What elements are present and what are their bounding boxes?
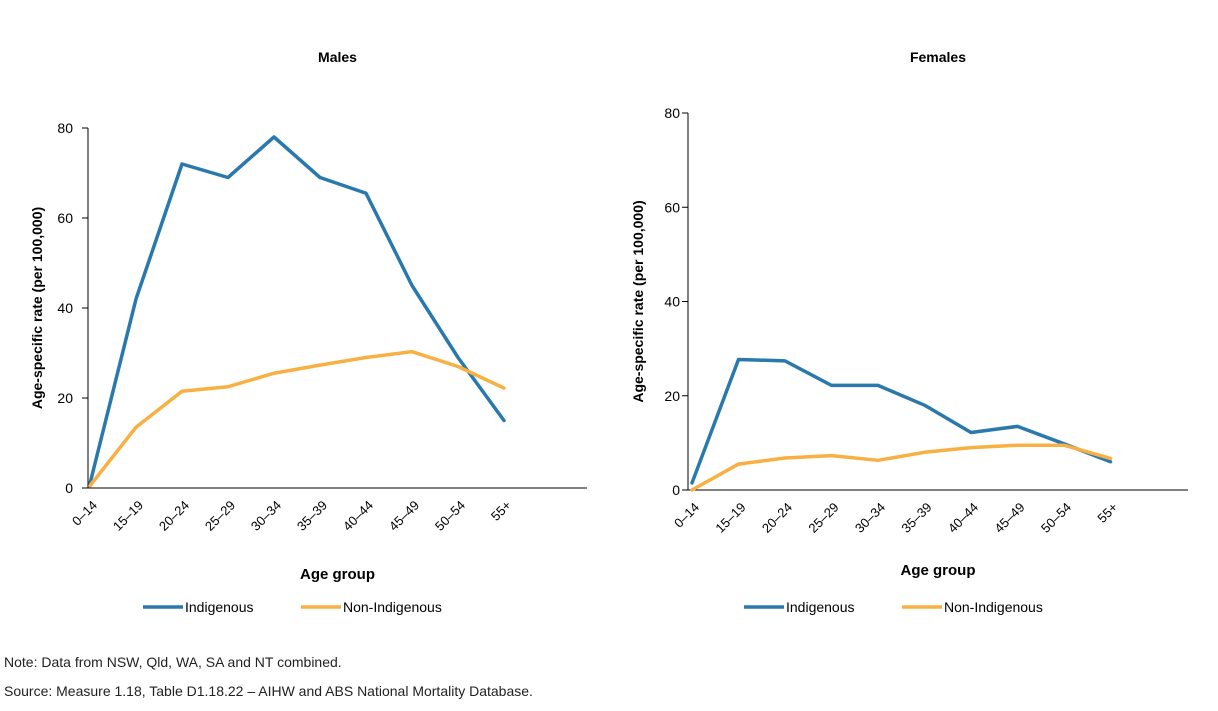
males-x-tick-label: 40–44 <box>340 498 376 534</box>
females-y-tick-label: 20 <box>664 388 680 404</box>
females-y-tick-label: 40 <box>664 294 680 310</box>
males-legend-label-indigenous: Indigenous <box>185 599 254 615</box>
females-non-indigenous-point <box>1109 457 1112 460</box>
males-non-indigenous-line <box>88 349 506 488</box>
females-non-indigenous-point <box>830 454 833 457</box>
females-legend-label-non-indigenous: Non-Indigenous <box>944 599 1043 615</box>
females-legend-label-indigenous: Indigenous <box>786 599 855 615</box>
males-non-indigenous-point <box>88 484 92 487</box>
females-non-indigenous-point <box>969 446 973 449</box>
females-x-tick-label: 55+ <box>1094 500 1120 526</box>
males-x-tick-label: 50–54 <box>432 498 468 534</box>
males-indigenous-line <box>88 135 506 486</box>
females-non-indigenous-line <box>690 443 1113 492</box>
males-x-axis-label: Age group <box>300 566 375 583</box>
males-x-tick-label: 45–49 <box>386 498 422 534</box>
females-indigenous-point <box>969 431 973 434</box>
females-chart-title: Females <box>910 49 966 65</box>
females-indigenous-point <box>830 384 833 387</box>
males-non-indigenous-point <box>318 363 322 367</box>
males-y-axis-label: Age-specific rate (per 100,000) <box>29 207 45 409</box>
males-non-indigenous-point <box>410 350 414 353</box>
females-x-tick-label: 0–14 <box>671 500 702 531</box>
footnote-note: Note: Data from NSW, Qld, WA, SA and NT … <box>4 654 342 670</box>
males-x-tick-label: 55+ <box>488 498 514 524</box>
males-y-tick-label: 20 <box>57 390 73 406</box>
footnote-source: Source: Measure 1.18, Table D1.18.22 – A… <box>4 683 533 699</box>
females-x-tick-label: 20–24 <box>759 500 795 536</box>
females-y-tick-label: 60 <box>664 199 680 215</box>
males-indigenous-point <box>364 192 368 195</box>
figure-canvas: Males 0 20 40 60 80 Age-specific rate (per 100… <box>29 49 1188 615</box>
females-non-indigenous-point <box>737 462 740 466</box>
females-y-axis-label: Age-specific rate (per 100,000) <box>630 200 646 402</box>
females-x-tick-label: 35–39 <box>898 500 934 536</box>
males-indigenous-point <box>134 297 138 301</box>
males-indigenous-point <box>226 176 230 179</box>
females-indigenous-point <box>876 384 880 387</box>
males-x-tick-label: 20–24 <box>156 498 192 534</box>
females-indigenous-point <box>783 359 787 363</box>
males-indigenous-point <box>456 356 460 359</box>
females-y-tick-label: 80 <box>664 105 680 121</box>
females-non-indigenous-point <box>783 456 787 460</box>
females-x-tick-label: 50–54 <box>1038 500 1074 536</box>
females-x-tick-label: 45–49 <box>991 500 1027 536</box>
males-indigenous-point <box>272 135 276 139</box>
males-x-tick-label: 15–19 <box>110 498 146 534</box>
males-chart-title: Males <box>318 49 357 65</box>
males-non-indigenous-point <box>272 372 276 375</box>
females-indigenous-point <box>690 481 694 485</box>
males-non-indigenous-point <box>364 356 368 359</box>
females-non-indigenous-point <box>690 488 694 492</box>
males-non-indigenous-point <box>502 386 506 390</box>
females-non-indigenous-point <box>1062 444 1066 447</box>
males-x-tick-label: 30–34 <box>248 498 284 534</box>
males-x-tick-label: 25–29 <box>202 498 238 534</box>
females-indigenous-point <box>923 403 926 407</box>
females-x-tick-label: 15–19 <box>712 500 748 536</box>
males-indigenous-point <box>502 419 506 422</box>
males-y-tick-label: 0 <box>65 480 73 496</box>
males-y-tick-label: 60 <box>57 210 73 226</box>
males-non-indigenous-point <box>180 390 184 393</box>
males-indigenous-point <box>410 284 414 287</box>
females-x-axis-label: Age group <box>901 562 976 579</box>
males-y-tick-label: 80 <box>57 120 73 136</box>
females-non-indigenous-point <box>876 459 880 462</box>
females-x-tick-label: 25–29 <box>805 500 841 536</box>
females-indigenous-point <box>737 358 740 361</box>
males-y-tick-label: 40 <box>57 300 73 316</box>
females-x-tick-label: 40–44 <box>945 500 981 536</box>
males-non-indigenous-point <box>134 426 138 429</box>
females-y-tick-label: 0 <box>672 482 680 498</box>
males-legend-label-non-indigenous: Non-Indigenous <box>343 599 442 615</box>
males-non-indigenous-point <box>226 385 230 388</box>
females-non-indigenous-point <box>1016 444 1019 447</box>
females-indigenous-line <box>690 357 1113 485</box>
females-non-indigenous-point <box>923 451 926 454</box>
males-indigenous-point <box>180 162 184 166</box>
males-non-indigenous-point <box>456 365 460 368</box>
males-x-tick-label: 35–39 <box>294 498 330 534</box>
females-x-tick-label: 30–34 <box>852 500 888 536</box>
females-indigenous-point <box>1109 460 1112 463</box>
females-indigenous-point <box>1016 425 1019 428</box>
males-x-tick-label: 0–14 <box>69 498 100 529</box>
males-indigenous-point <box>318 176 322 179</box>
